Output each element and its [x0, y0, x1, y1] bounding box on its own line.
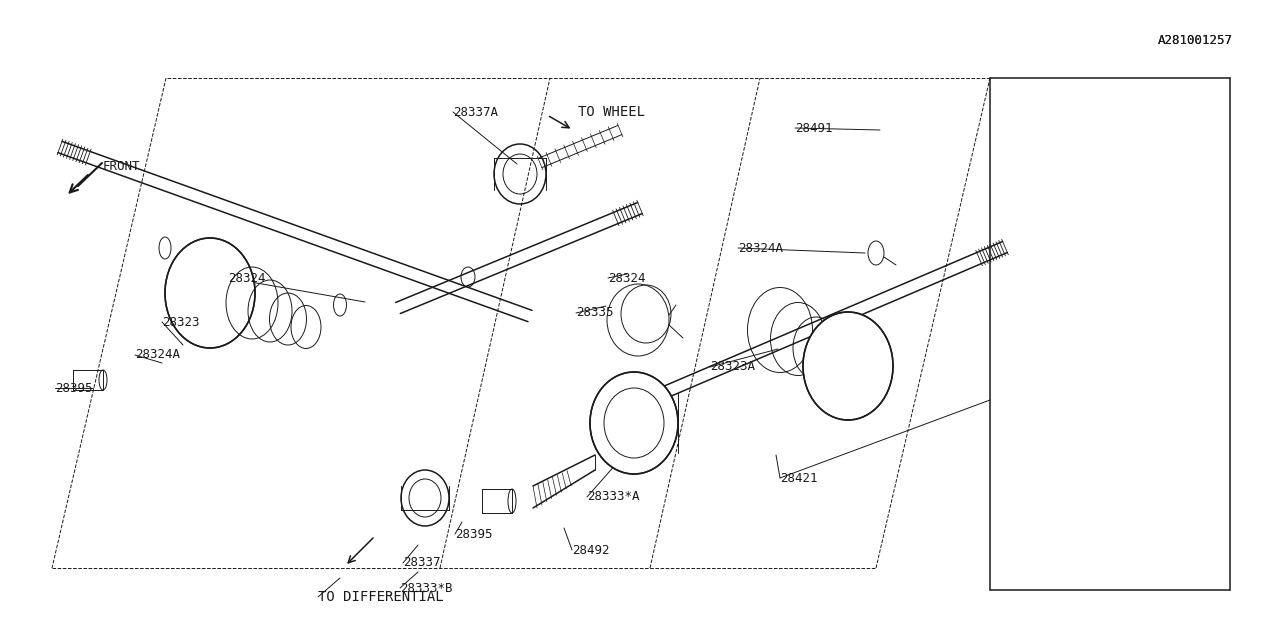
Text: A281001257: A281001257 [1158, 33, 1233, 47]
Text: 28324: 28324 [228, 271, 265, 285]
Text: 28323A: 28323A [710, 360, 755, 374]
Ellipse shape [590, 372, 678, 474]
Text: A281001257: A281001257 [1158, 33, 1233, 47]
Text: 28323: 28323 [163, 316, 200, 328]
Ellipse shape [803, 312, 893, 420]
Text: 28395: 28395 [454, 527, 493, 541]
Text: 28324A: 28324A [134, 349, 180, 362]
Text: 28421: 28421 [780, 472, 818, 484]
Text: 28324: 28324 [608, 271, 645, 285]
Text: 28333*A: 28333*A [588, 490, 640, 504]
Text: 28395: 28395 [55, 381, 92, 394]
Text: 28324A: 28324A [739, 241, 783, 255]
Text: 28492: 28492 [572, 543, 609, 557]
Text: 28335: 28335 [576, 307, 613, 319]
Ellipse shape [165, 238, 255, 348]
Text: 28333*B: 28333*B [399, 582, 453, 595]
Text: TO DIFFERENTIAL: TO DIFFERENTIAL [317, 590, 444, 604]
Text: 28337A: 28337A [453, 106, 498, 118]
Text: 28337: 28337 [403, 557, 440, 570]
Text: 28491: 28491 [795, 122, 832, 134]
Text: TO WHEEL: TO WHEEL [579, 105, 645, 119]
Text: FRONT: FRONT [102, 161, 141, 173]
